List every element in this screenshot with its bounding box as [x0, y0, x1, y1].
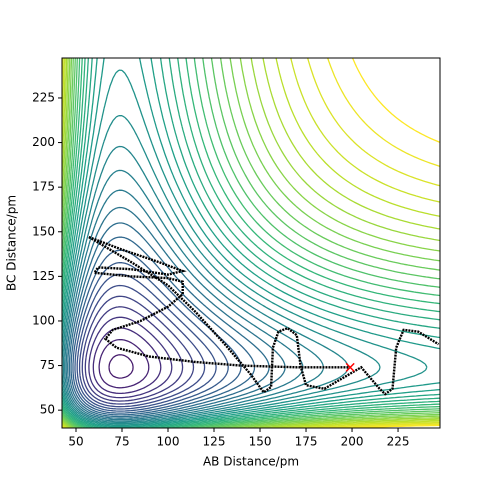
x-axis-label: AB Distance/pm: [203, 455, 299, 469]
contour-line: [74, 261, 229, 412]
y-tick-label: 75: [40, 358, 55, 372]
contour-line: [81, 295, 195, 405]
x-tick-label: 100: [157, 435, 180, 449]
contour-line: [70, 236, 256, 416]
x-tick-label: 200: [341, 435, 364, 449]
contour-line: [62, 58, 440, 428]
contour-line: [76, 273, 217, 410]
x-tick-label: 225: [387, 435, 410, 449]
contour-line: [67, 206, 286, 419]
contour-line: [62, 58, 440, 428]
contour-line: [62, 58, 440, 428]
contour-line: [72, 249, 242, 414]
y-tick-label: 150: [32, 224, 55, 238]
end-marker: [345, 362, 355, 372]
y-tick-label: 100: [32, 313, 55, 327]
x-tick-label: 125: [203, 435, 226, 449]
contour-line: [64, 169, 325, 422]
contour-line: [62, 58, 440, 428]
contour-line: [62, 58, 440, 428]
contour-line: [84, 306, 184, 402]
contour-line: [62, 58, 440, 428]
contour-line: [62, 58, 440, 428]
contour-line: [98, 338, 150, 389]
y-axis-label: BC Distance/pm: [5, 195, 19, 291]
x-tick-label: 50: [68, 435, 83, 449]
contour-line: [68, 222, 270, 418]
contour-lines: [62, 58, 440, 428]
contour-line: [78, 284, 206, 408]
trajectory: [88, 236, 440, 396]
contour-line: [62, 58, 440, 428]
y-tick-label: 125: [32, 269, 55, 283]
contour-line: [88, 316, 173, 399]
plot-frame: [61, 57, 441, 429]
contour-line: [62, 58, 440, 427]
y-tick-label: 200: [32, 135, 55, 149]
x-tick-label: 150: [249, 435, 272, 449]
contour-line: [92, 327, 162, 395]
contour-line: [62, 145, 349, 424]
contour-line: [62, 58, 440, 428]
contour-line: [65, 189, 304, 421]
trajectory: [88, 235, 351, 369]
y-tick-label: 225: [32, 90, 55, 104]
trajectories: [88, 235, 440, 396]
contour-line: [62, 58, 440, 428]
contour-line: [108, 354, 134, 379]
x-tick-label: 175: [295, 435, 318, 449]
contour-line: [62, 114, 381, 425]
x-tick-label: 75: [114, 435, 129, 449]
contour-line: [62, 58, 440, 428]
contour-line: [62, 69, 428, 426]
y-tick-label: 50: [40, 403, 55, 417]
contour-line: [62, 58, 440, 428]
y-tick-label: 175: [32, 180, 55, 194]
